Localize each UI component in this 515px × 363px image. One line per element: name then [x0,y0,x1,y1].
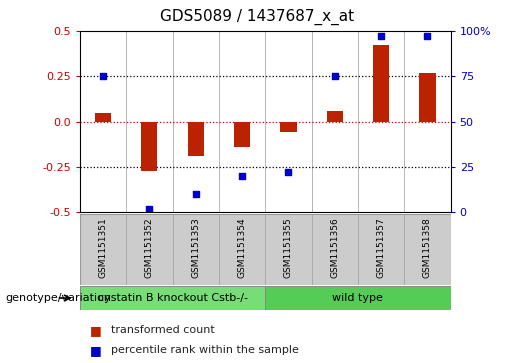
Bar [373,45,389,122]
Bar [404,214,451,285]
Bar [265,214,312,285]
Bar [358,214,404,285]
Point [331,73,339,79]
Text: genotype/variation: genotype/variation [5,293,111,303]
Text: GSM1151351: GSM1151351 [98,218,108,278]
Bar [265,286,451,310]
Bar [312,214,358,285]
Bar [234,122,250,147]
Bar [80,286,265,310]
Text: percentile rank within the sample: percentile rank within the sample [111,345,299,355]
Text: GSM1151354: GSM1151354 [237,218,247,278]
Text: transformed count: transformed count [111,325,214,335]
Bar [80,214,126,285]
Text: ■: ■ [90,344,102,357]
Bar [280,122,297,132]
Point [145,206,153,212]
Text: GSM1151353: GSM1151353 [191,218,200,278]
Bar [419,73,436,122]
Text: ■: ■ [90,324,102,337]
Point [377,33,385,39]
Bar [219,214,265,285]
Text: GDS5089 / 1437687_x_at: GDS5089 / 1437687_x_at [161,9,354,25]
Bar [187,122,204,156]
Bar [141,122,158,171]
Text: GSM1151352: GSM1151352 [145,218,154,278]
Bar [173,214,219,285]
Point [99,73,107,79]
Text: GSM1151355: GSM1151355 [284,218,293,278]
Bar [327,111,343,122]
Point [423,33,432,39]
Point [192,191,200,197]
Bar [126,214,173,285]
Text: wild type: wild type [333,293,383,303]
Bar [95,113,111,122]
Point [238,173,246,179]
Point [284,170,293,175]
Text: GSM1151356: GSM1151356 [330,218,339,278]
Text: cystatin B knockout Cstb-/-: cystatin B knockout Cstb-/- [97,293,248,303]
Text: GSM1151357: GSM1151357 [376,218,386,278]
Text: GSM1151358: GSM1151358 [423,218,432,278]
